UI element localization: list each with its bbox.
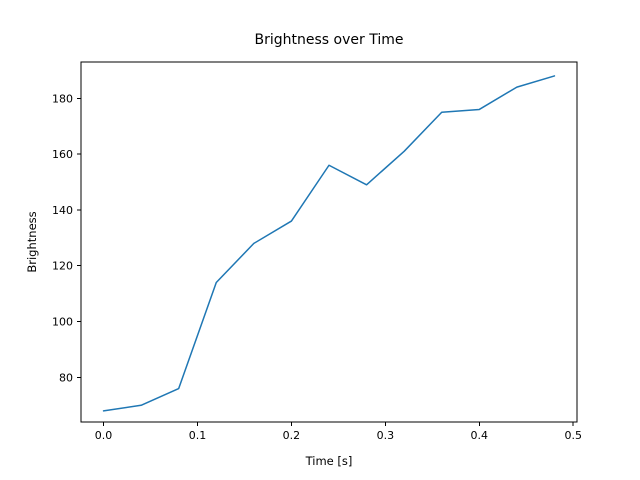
x-tick-label: 0.1	[189, 429, 207, 442]
y-tick-label: 180	[52, 92, 73, 105]
x-tick-label: 0.5	[564, 429, 582, 442]
y-tick-label: 160	[52, 148, 73, 161]
y-tick-label: 120	[52, 260, 73, 273]
x-tick-label: 0.3	[377, 429, 395, 442]
x-tick-label: 0.4	[471, 429, 489, 442]
x-tick-label: 0.0	[95, 429, 113, 442]
y-tick-label: 140	[52, 204, 73, 217]
y-tick-label: 100	[52, 316, 73, 329]
plot-area: 0.0 0.1 0.2 0.3 0.4 0.5 80 100 120 140 160 180	[52, 61, 582, 442]
brightness-line-series	[102, 75, 556, 412]
x-tick-label: 0.2	[283, 429, 301, 442]
chart-title: Brightness over Time	[255, 32, 404, 48]
y-tick-label: 80	[59, 371, 73, 384]
axes-spines	[80, 61, 578, 423]
x-axis-label: Time [s]	[305, 454, 353, 468]
y-axis-label: Brightness	[25, 211, 39, 272]
